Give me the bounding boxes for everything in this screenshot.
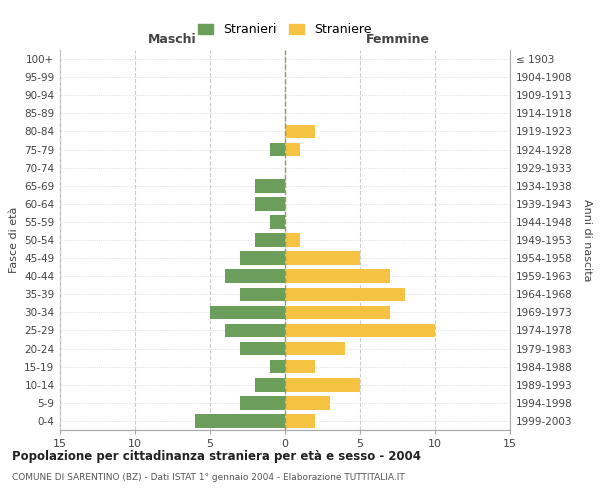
Text: Maschi: Maschi [148, 34, 197, 46]
Legend: Stranieri, Straniere: Stranieri, Straniere [193, 18, 377, 41]
Bar [285, 324, 435, 338]
Bar [285, 270, 390, 283]
Bar [270, 142, 285, 156]
Bar [255, 233, 285, 247]
Bar [210, 306, 285, 319]
Bar [285, 252, 360, 265]
Bar [255, 378, 285, 392]
Bar [270, 215, 285, 228]
Bar [270, 360, 285, 374]
Bar [285, 142, 300, 156]
Text: COMUNE DI SARENTINO (BZ) - Dati ISTAT 1° gennaio 2004 - Elaborazione TUTTITALIA.: COMUNE DI SARENTINO (BZ) - Dati ISTAT 1°… [12, 472, 405, 482]
Bar [285, 288, 405, 301]
Bar [225, 270, 285, 283]
Y-axis label: Anni di nascita: Anni di nascita [582, 198, 592, 281]
Text: Femmine: Femmine [365, 34, 430, 46]
Bar [285, 360, 315, 374]
Text: Popolazione per cittadinanza straniera per età e sesso - 2004: Popolazione per cittadinanza straniera p… [12, 450, 421, 463]
Bar [240, 396, 285, 409]
Bar [195, 414, 285, 428]
Bar [255, 179, 285, 192]
Bar [240, 288, 285, 301]
Bar [285, 342, 345, 355]
Bar [285, 124, 315, 138]
Bar [285, 378, 360, 392]
Bar [285, 396, 330, 409]
Bar [285, 306, 390, 319]
Bar [225, 324, 285, 338]
Y-axis label: Fasce di età: Fasce di età [8, 207, 19, 273]
Bar [240, 252, 285, 265]
Bar [285, 233, 300, 247]
Bar [255, 197, 285, 210]
Bar [285, 414, 315, 428]
Bar [240, 342, 285, 355]
